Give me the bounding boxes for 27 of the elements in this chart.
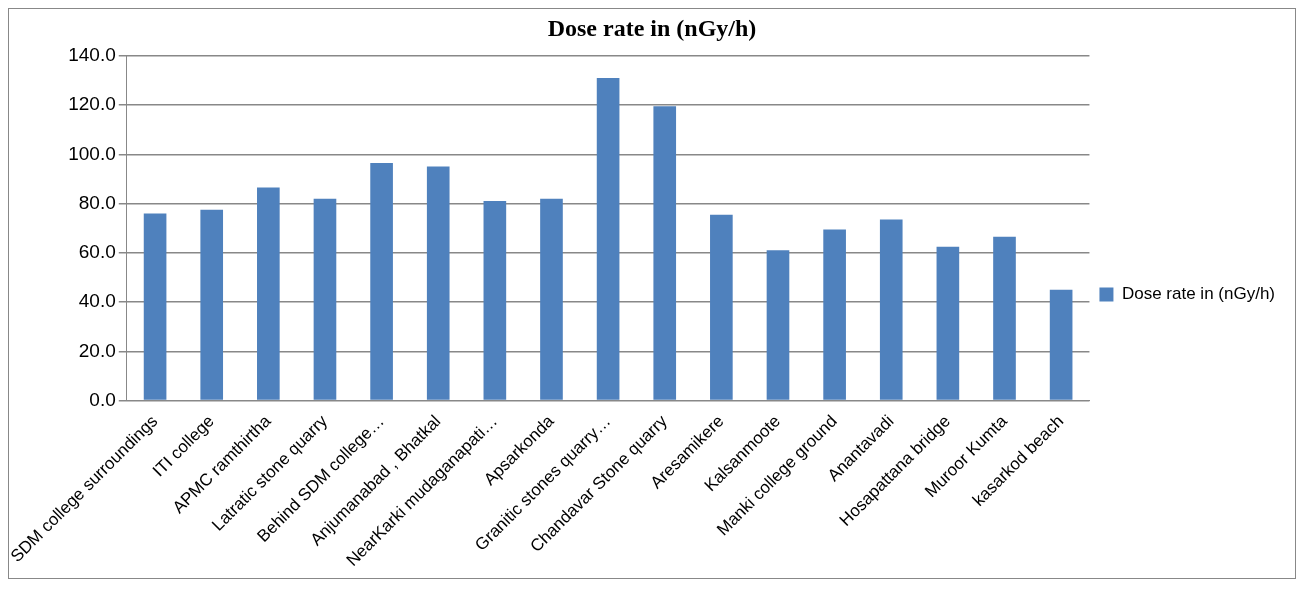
bar bbox=[540, 198, 563, 400]
bar bbox=[993, 236, 1016, 400]
y-tick-label: 40.0 bbox=[78, 290, 116, 312]
bar bbox=[596, 77, 620, 400]
bar bbox=[143, 213, 167, 400]
bar bbox=[936, 246, 960, 400]
bar bbox=[1049, 289, 1073, 400]
y-tick-label: 80.0 bbox=[78, 191, 116, 213]
chart-title: Dose rate in (nGy/h) bbox=[547, 14, 757, 41]
legend-label: Dose rate in (nGy/h) bbox=[1121, 284, 1275, 304]
bar bbox=[823, 229, 846, 400]
y-tick-label: 140.0 bbox=[68, 44, 116, 66]
bar bbox=[653, 106, 677, 400]
y-tick-label: 100.0 bbox=[68, 142, 116, 164]
bar bbox=[313, 198, 337, 400]
bar bbox=[426, 166, 450, 400]
y-tick-label: 60.0 bbox=[78, 241, 116, 263]
bar bbox=[766, 250, 790, 400]
bar bbox=[483, 201, 507, 400]
y-tick-label: 0.0 bbox=[89, 388, 116, 410]
y-tick-label: 20.0 bbox=[78, 339, 116, 361]
bar bbox=[710, 214, 733, 400]
bar bbox=[879, 219, 903, 400]
y-tick-label: 120.0 bbox=[68, 93, 116, 115]
bar bbox=[200, 209, 224, 400]
bar bbox=[257, 187, 280, 400]
bar bbox=[370, 162, 393, 400]
